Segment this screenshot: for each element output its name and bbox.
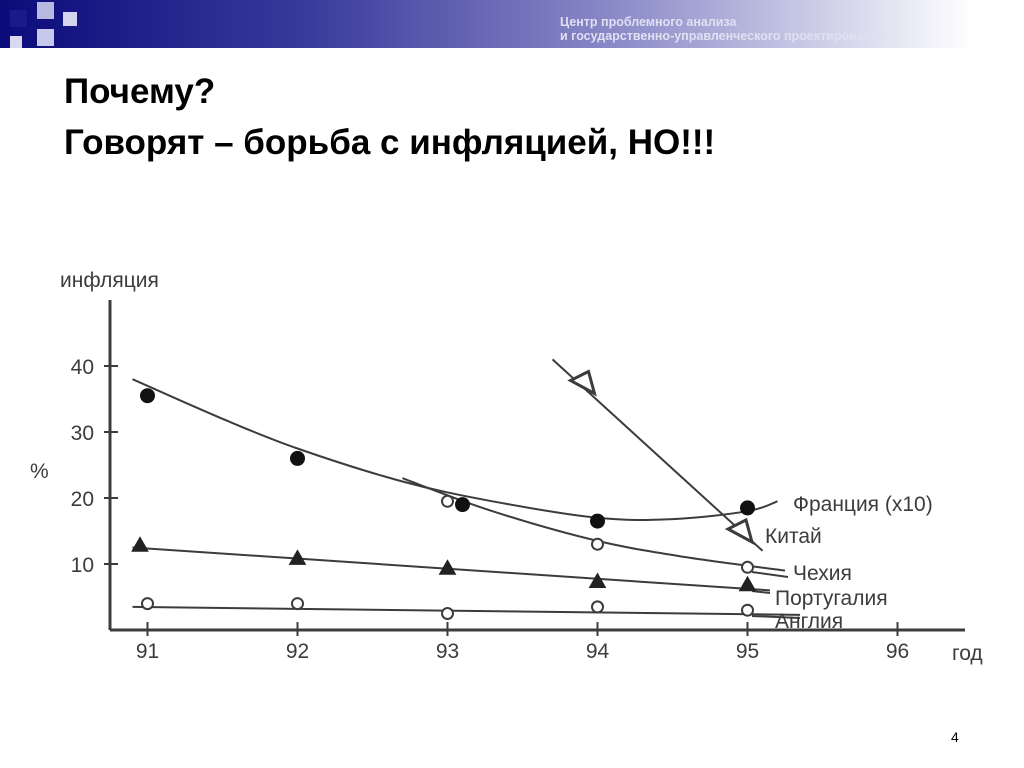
y-tick-label-20: 20: [71, 488, 94, 511]
legend-label-china: Китай: [765, 525, 822, 548]
x-tick-label-92: 92: [286, 640, 309, 663]
point-czech-1: [591, 537, 604, 551]
point-china-0: [567, 369, 597, 397]
trend-tail-czech: [751, 571, 789, 578]
trend-line-france: [132, 378, 778, 521]
legend-label-portugal: Португалия: [775, 587, 888, 610]
point-czech-0: [441, 494, 454, 508]
logo-square-light-4: [10, 36, 22, 48]
y-tick-label-30: 30: [71, 422, 94, 445]
point-england-1: [291, 597, 304, 611]
legend-label-england: Англия: [775, 610, 843, 633]
point-portugal-2: [438, 559, 457, 575]
point-portugal-3: [588, 572, 607, 588]
org-line-2: и государственно-управленческого проекти…: [560, 29, 887, 43]
point-france-0: [140, 388, 155, 404]
chart-axes: [108, 300, 965, 632]
point-china-1: [724, 517, 755, 545]
x-tick-label-91: 91: [136, 640, 159, 663]
organization-name: Центр проблемного анализа и государствен…: [560, 15, 886, 43]
x-tick-label-96: 96: [886, 640, 909, 663]
chart-ticks: 10 20 30 40 91 92 93 94 95 96: [71, 356, 910, 663]
org-line-1: Центр проблемного анализа: [560, 15, 737, 29]
legend-label-czech: Чехия: [793, 562, 852, 585]
logo-square-light-1: [37, 2, 54, 19]
y-axis-label-side: %: [30, 460, 49, 483]
point-portugal-1: [288, 549, 307, 565]
point-france-4: [740, 500, 755, 516]
point-france-1: [290, 450, 305, 466]
legend-label-france: Франция (x10): [793, 493, 933, 516]
x-axis-label: год: [952, 642, 983, 665]
chart-trend-lines: [132, 358, 801, 619]
chart-markers: [131, 369, 757, 620]
x-tick-label-95: 95: [736, 640, 759, 663]
point-france-2: [455, 497, 470, 513]
point-portugal-0: [131, 536, 149, 552]
trend-tail-england: [751, 615, 801, 619]
trend-tail-portugal: [751, 590, 771, 594]
logo-square-dark-1: [10, 10, 27, 27]
logo-square-light-2: [37, 29, 54, 46]
slide-title: Почему? Говорят – борьба с инфляцией, НО…: [64, 66, 715, 168]
y-axis-label-top: инфляция: [60, 269, 159, 292]
y-tick-label-40: 40: [71, 356, 94, 379]
point-czech-2: [741, 560, 754, 574]
title-line-2: Говорят – борьба с инфляцией, НО!!!: [64, 123, 716, 162]
trend-line-england: [132, 605, 801, 616]
x-tick-label-94: 94: [586, 640, 610, 663]
title-line-1: Почему?: [64, 72, 216, 111]
header-band: [0, 0, 1024, 48]
point-england-0: [141, 597, 154, 611]
point-england-3: [591, 600, 604, 614]
page-number: 4: [951, 729, 959, 745]
point-portugal-4: [738, 575, 757, 592]
logo-square-light-3: [63, 12, 77, 26]
y-tick-label-10: 10: [71, 554, 94, 577]
point-england-2: [441, 607, 454, 620]
point-france-3: [590, 513, 605, 529]
x-tick-label-93: 93: [436, 640, 459, 663]
point-england-4: [741, 603, 754, 617]
chart-labels: инфляция% год Франция (x10) Китай ЧехияПорту…: [30, 269, 983, 665]
